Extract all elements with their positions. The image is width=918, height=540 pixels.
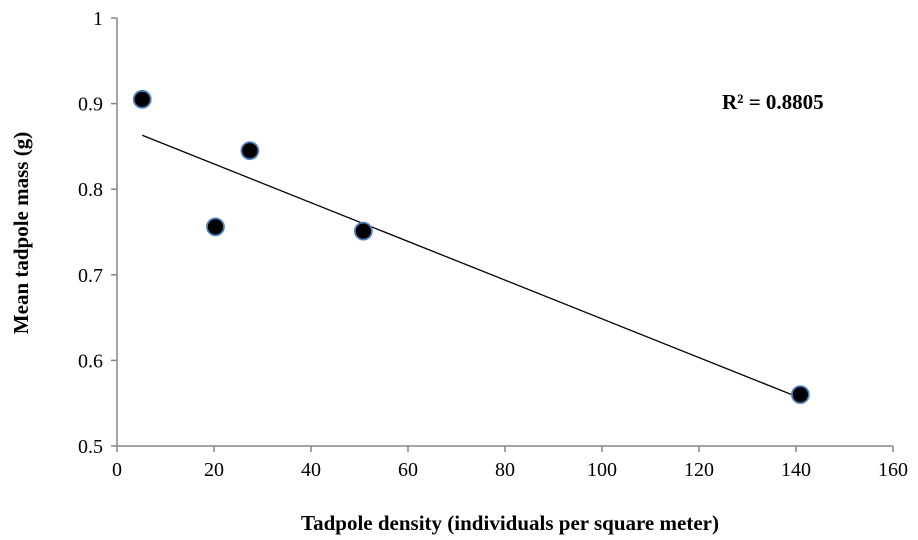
x-tick-label: 0 bbox=[112, 459, 122, 481]
y-tick-label: 0.9 bbox=[78, 94, 103, 116]
x-tick-labels: 0 20 40 60 80 100 120 140 160 bbox=[112, 459, 908, 481]
data-point bbox=[353, 221, 373, 241]
y-tick-label: 1 bbox=[93, 8, 103, 30]
y-ticks bbox=[111, 17, 117, 447]
data-point bbox=[240, 141, 260, 161]
y-tick-label: 0.7 bbox=[78, 265, 103, 287]
x-tick-label: 100 bbox=[587, 459, 617, 481]
x-tick-label: 40 bbox=[301, 459, 321, 481]
y-tick-label: 0.6 bbox=[78, 350, 103, 372]
y-tick-labels: 0.5 0.6 0.7 0.8 0.9 1 bbox=[78, 8, 103, 458]
y-axis-title: Mean tadpole mass (g) bbox=[9, 132, 33, 334]
x-tick-label: 60 bbox=[398, 459, 418, 481]
y-tick-label: 0.5 bbox=[78, 436, 103, 458]
x-axis-title: Tadpole density (individuals per square … bbox=[301, 511, 719, 535]
data-point bbox=[206, 217, 225, 237]
x-tick-label: 140 bbox=[781, 459, 811, 481]
x-tick-label: 160 bbox=[878, 459, 908, 481]
data-point bbox=[790, 385, 810, 405]
y-tick-label: 0.8 bbox=[78, 179, 103, 201]
x-tick-label: 120 bbox=[684, 459, 714, 481]
x-tick-label: 20 bbox=[204, 459, 224, 481]
trendline bbox=[141, 134, 801, 399]
data-point bbox=[132, 89, 152, 109]
x-tick-label: 80 bbox=[495, 459, 515, 481]
x-ticks bbox=[116, 446, 894, 452]
r-squared-annotation: R² = 0.8805 bbox=[722, 90, 824, 114]
data-points bbox=[132, 89, 810, 405]
axes bbox=[116, 18, 893, 447]
